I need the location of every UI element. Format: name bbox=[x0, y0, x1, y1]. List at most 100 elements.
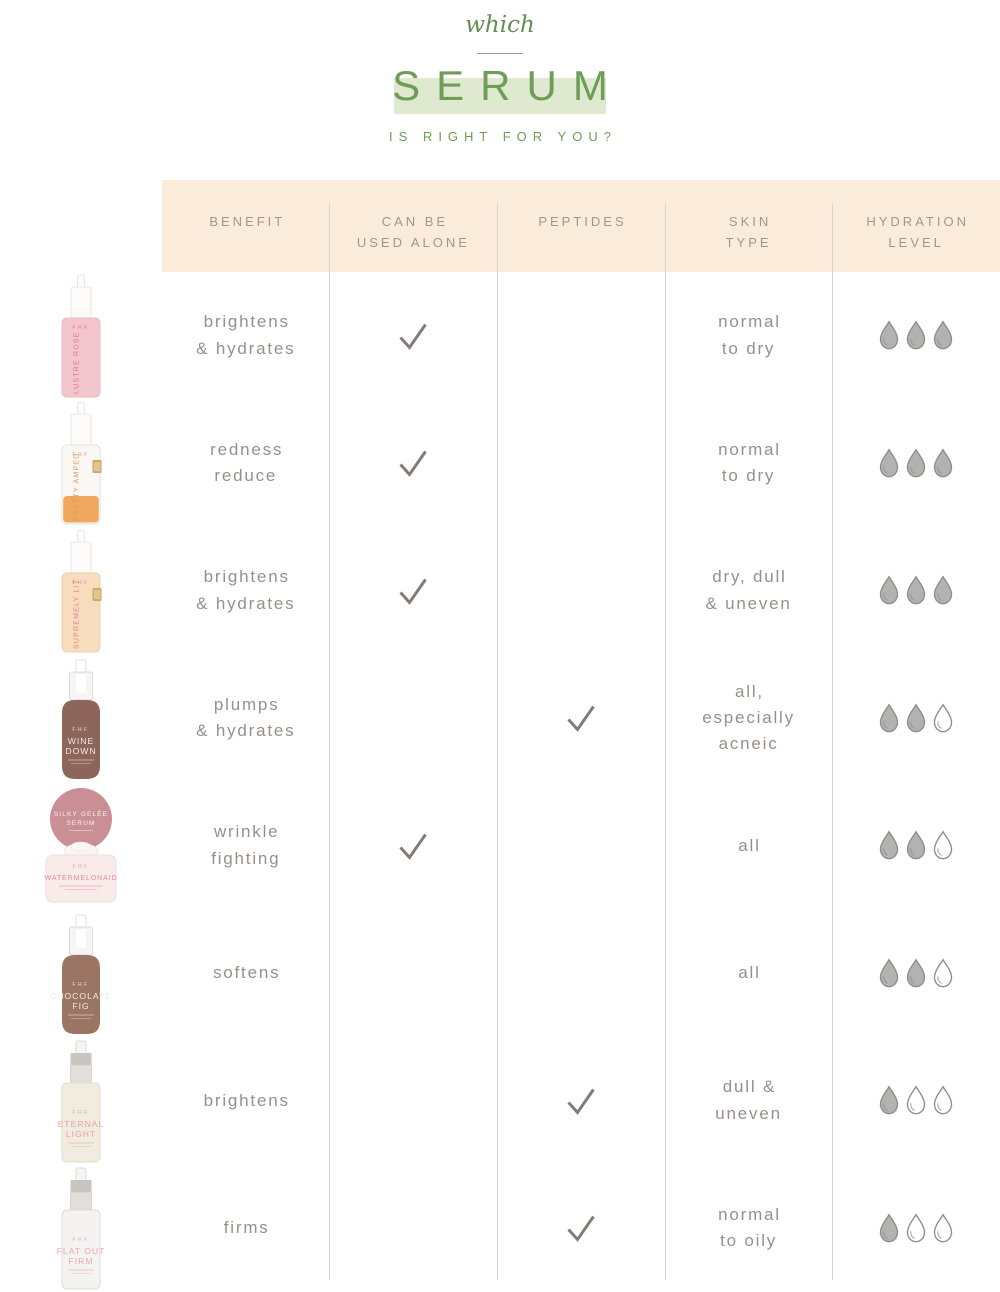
column-divider bbox=[497, 203, 498, 1280]
product-image: FHF ETERNAL LIGHT bbox=[0, 1037, 162, 1165]
title-rule bbox=[477, 53, 523, 54]
svg-text:FHF: FHF bbox=[72, 982, 89, 988]
column-divider bbox=[665, 203, 666, 1280]
checkmark-icon bbox=[567, 1215, 595, 1243]
hydration-drops bbox=[877, 830, 955, 861]
product-label: SUPREMELY LIT bbox=[74, 579, 81, 649]
benefit-cell: brightens bbox=[162, 1037, 330, 1165]
product-label: WATERMELONAID bbox=[44, 873, 117, 882]
benefit-text: wrinkle fighting bbox=[211, 822, 281, 868]
table-row: FHF WINE DOWN plumps & hydrates all, espec… bbox=[0, 655, 1000, 783]
drop-icon-filled bbox=[933, 320, 953, 350]
hydration-level-cell bbox=[832, 1037, 1000, 1165]
benefit-text: redness reduce bbox=[210, 439, 284, 486]
skin-type-cell: all bbox=[665, 910, 833, 1038]
title-eyebrow: which bbox=[465, 12, 535, 38]
skin-type-text: all bbox=[738, 963, 761, 983]
skin-type-text: dry, dull & uneven bbox=[705, 567, 792, 613]
svg-text:SILKY GELÉE: SILKY GELÉE bbox=[54, 809, 108, 818]
svg-text:FHF: FHF bbox=[72, 1110, 89, 1116]
product-image: SILKY GELÉE SERUM FHF WATERMELONAID bbox=[0, 782, 162, 910]
peptides-cell bbox=[497, 272, 665, 400]
can-be-used-alone-cell bbox=[330, 1165, 498, 1292]
skin-type-cell: normal to oily bbox=[665, 1165, 833, 1292]
skin-type-text: all bbox=[738, 835, 761, 855]
hydration-level-cell bbox=[832, 272, 1000, 400]
svg-text:FHF: FHF bbox=[72, 452, 89, 458]
peptides-cell bbox=[497, 400, 665, 528]
product-label: WINE bbox=[68, 736, 94, 746]
product-label: LIGHT bbox=[66, 1129, 96, 1139]
peptides-cell bbox=[497, 782, 665, 910]
skin-type-text: dull & uneven bbox=[715, 1077, 782, 1123]
hydration-level-cell bbox=[832, 782, 1000, 910]
benefit-cell: plumps & hydrates bbox=[162, 655, 330, 783]
benefit-cell: firms bbox=[162, 1165, 330, 1292]
can-be-used-alone-cell bbox=[330, 910, 498, 1038]
page-title: SERUM bbox=[392, 62, 624, 109]
table-header: BENEFIT CAN BE USED ALONE PEPTIDES SKIN … bbox=[162, 180, 1000, 272]
checkmark-icon bbox=[567, 1088, 595, 1115]
product-image: FHF SUPREMELY LIT bbox=[0, 527, 162, 655]
product-label: PRETTY AMPED bbox=[74, 453, 81, 521]
column-header-peptides: PEPTIDES bbox=[538, 214, 627, 229]
drop-icon-filled bbox=[906, 575, 926, 605]
drop-icon-filled bbox=[906, 830, 926, 860]
product-image: FHF WINE DOWN bbox=[0, 655, 162, 783]
skin-type-cell: dry, dull & uneven bbox=[665, 527, 833, 655]
peptides-cell bbox=[497, 1037, 665, 1165]
drop-icon-empty bbox=[933, 830, 953, 860]
skin-type-cell: all, especially acneic bbox=[665, 655, 833, 783]
peptides-cell bbox=[497, 655, 665, 783]
drop-icon-empty bbox=[933, 958, 953, 988]
drop-icon-filled bbox=[879, 1213, 899, 1243]
title-subtitle: IS RIGHT FOR YOU? bbox=[389, 129, 617, 144]
skin-type-text: normal to oily bbox=[718, 1204, 781, 1251]
can-be-used-alone-cell bbox=[330, 655, 498, 783]
product-label: FIG bbox=[72, 1001, 89, 1011]
product-label: CHOCOLATE bbox=[50, 991, 112, 1001]
drop-icon-filled bbox=[879, 448, 899, 478]
checkmark-icon bbox=[399, 578, 428, 605]
hydration-drops bbox=[877, 320, 955, 351]
benefit-text: brightens & hydrates bbox=[196, 567, 296, 613]
hydration-drops bbox=[877, 703, 955, 734]
product-image: FHF PRETTY AMPED bbox=[0, 400, 162, 528]
hydration-level-cell bbox=[832, 910, 1000, 1038]
table-row: FHF CHOCOLATE FIG softens all bbox=[0, 910, 1000, 1038]
drop-icon-empty bbox=[906, 1213, 926, 1243]
column-header-can-be-used-alone: CAN BE USED ALONE bbox=[356, 214, 470, 250]
benefit-cell: softens bbox=[162, 910, 330, 1038]
column-divider bbox=[832, 203, 833, 1280]
hydration-drops bbox=[877, 958, 955, 989]
table-body: FHF LUSTRE ROSE brightens & hydrates norm… bbox=[0, 272, 1000, 1292]
table-row: FHF FLAT OUT FIRM firms normal to oily bbox=[0, 1165, 1000, 1292]
product-image: FHF FLAT OUT FIRM bbox=[0, 1165, 162, 1292]
drop-icon-filled bbox=[879, 575, 899, 605]
peptides-cell bbox=[497, 910, 665, 1038]
hydration-level-cell bbox=[832, 1165, 1000, 1292]
column-header-hydration-level: HYDRATION LEVEL bbox=[866, 214, 969, 250]
table-row: FHF LUSTRE ROSE brightens & hydrates norm… bbox=[0, 272, 1000, 400]
table-row: FHF ETERNAL LIGHT brightens dull & uneven bbox=[0, 1037, 1000, 1165]
svg-text:FHF: FHF bbox=[72, 580, 89, 586]
drop-icon-filled bbox=[879, 1085, 899, 1115]
product-image: FHF LUSTRE ROSE bbox=[0, 272, 162, 400]
skin-type-cell: normal to dry bbox=[665, 400, 833, 528]
can-be-used-alone-cell bbox=[330, 782, 498, 910]
skin-type-text: normal to dry bbox=[718, 439, 781, 486]
benefit-text: firms bbox=[223, 1218, 270, 1238]
svg-text:FHF: FHF bbox=[72, 325, 89, 331]
table-row: FHF SUPREMELY LIT brightens & hydrates dr… bbox=[0, 527, 1000, 655]
svg-text:FHF: FHF bbox=[72, 727, 89, 733]
drop-icon-filled bbox=[906, 703, 926, 733]
drop-icon-filled bbox=[879, 703, 899, 733]
drop-icon-filled bbox=[879, 320, 899, 350]
skin-type-cell: normal to dry bbox=[665, 272, 833, 400]
can-be-used-alone-cell bbox=[330, 272, 498, 400]
